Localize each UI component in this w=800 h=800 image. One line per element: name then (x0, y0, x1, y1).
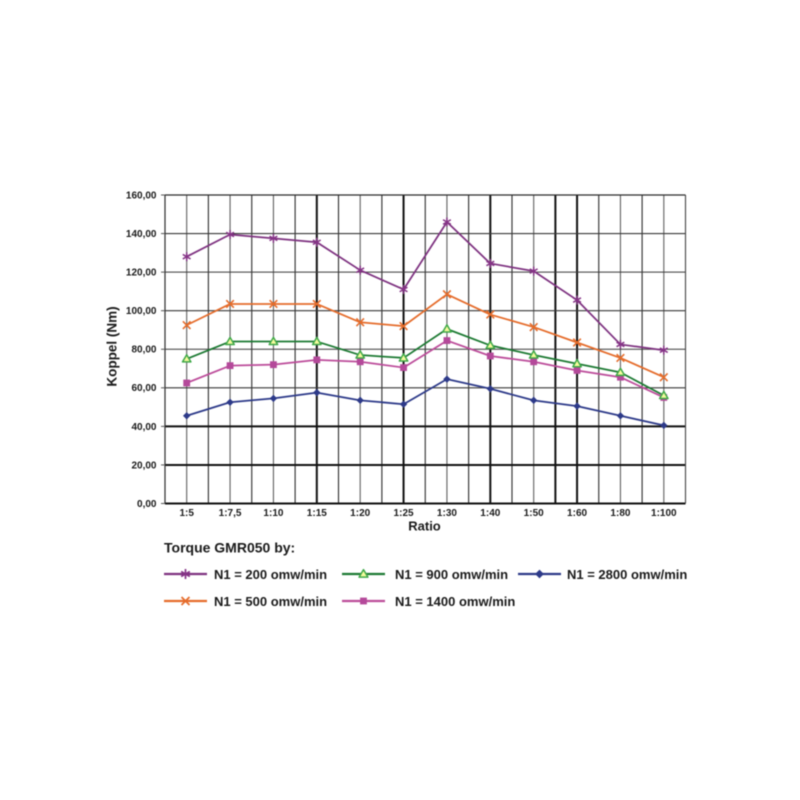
svg-text:N1 = 900 omw/min: N1 = 900 omw/min (395, 567, 508, 582)
svg-text:1:5: 1:5 (179, 508, 194, 519)
svg-text:80,00: 80,00 (131, 345, 156, 356)
svg-text:1:100: 1:100 (651, 508, 677, 519)
svg-text:40,00: 40,00 (131, 422, 156, 433)
svg-text:160,00: 160,00 (126, 190, 157, 201)
svg-text:100,00: 100,00 (126, 306, 157, 317)
svg-text:1:40: 1:40 (480, 508, 500, 519)
svg-text:N1 = 1400 omw/min: N1 = 1400 omw/min (395, 594, 515, 609)
svg-text:1:80: 1:80 (610, 508, 630, 519)
svg-text:1:20: 1:20 (350, 508, 370, 519)
svg-text:1:10: 1:10 (263, 508, 283, 519)
svg-text:Koppel (Nm): Koppel (Nm) (105, 306, 120, 386)
svg-text:0,00: 0,00 (137, 499, 157, 510)
svg-text:1:25: 1:25 (394, 508, 414, 519)
svg-text:1:50: 1:50 (524, 508, 544, 519)
svg-text:120,00: 120,00 (126, 268, 157, 279)
svg-text:20,00: 20,00 (131, 460, 156, 471)
svg-text:Torque GMR050 by:: Torque GMR050 by: (164, 540, 295, 556)
svg-text:1:30: 1:30 (437, 508, 457, 519)
svg-text:N1 = 200 omw/min: N1 = 200 omw/min (214, 567, 327, 582)
svg-text:140,00: 140,00 (126, 229, 157, 240)
svg-text:Ratio: Ratio (408, 519, 441, 534)
svg-text:1:7,5: 1:7,5 (219, 508, 242, 519)
svg-text:N1 = 2800 omw/min: N1 = 2800 omw/min (567, 567, 687, 582)
svg-text:1:15: 1:15 (307, 508, 327, 519)
svg-text:N1 = 500 omw/min: N1 = 500 omw/min (214, 594, 327, 609)
svg-text:1:60: 1:60 (567, 508, 587, 519)
svg-text:60,00: 60,00 (131, 383, 156, 394)
